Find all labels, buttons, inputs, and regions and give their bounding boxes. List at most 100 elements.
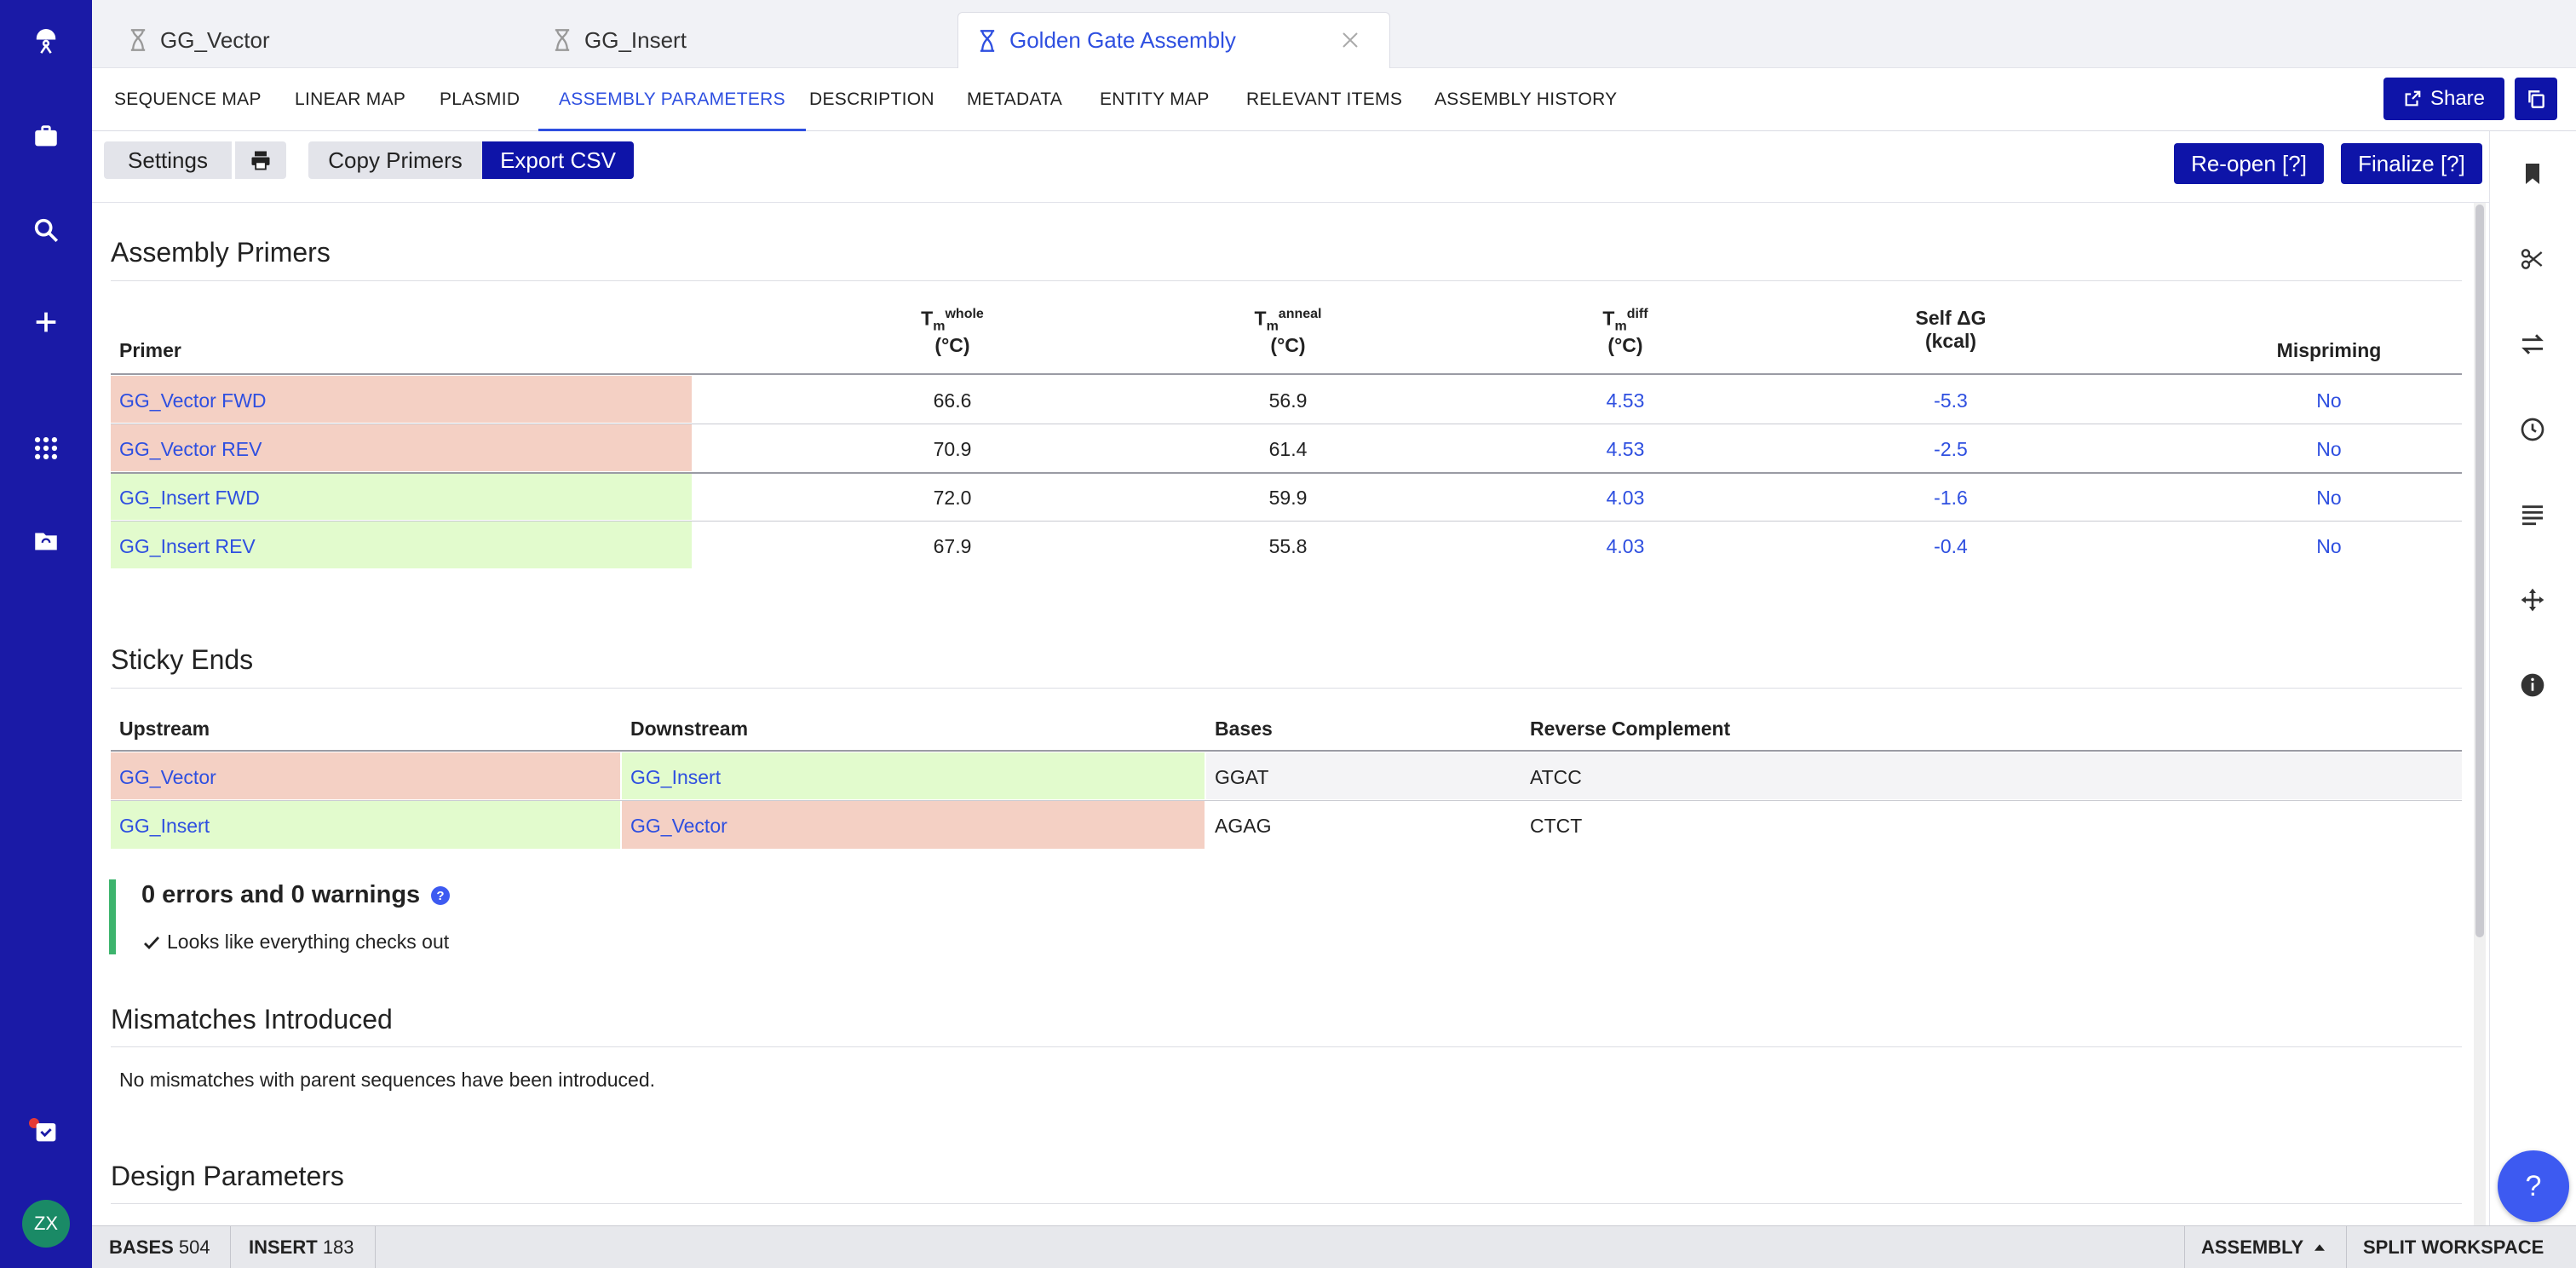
- upstream-link[interactable]: GG_Insert: [119, 815, 210, 837]
- subnav-assembly-history[interactable]: ASSEMBLY HISTORY: [1435, 89, 1618, 109]
- folder-sync-icon[interactable]: [29, 523, 63, 557]
- downstream-cell-highlight: [622, 801, 1205, 849]
- swap-arrows-icon[interactable]: [2519, 331, 2546, 358]
- search-icon[interactable]: [29, 213, 63, 247]
- separator: [2346, 1226, 2347, 1268]
- mispriming-link[interactable]: No: [2316, 389, 2342, 412]
- self-dg-link[interactable]: -2.5: [1934, 438, 1968, 460]
- bases-count: BASES 504: [109, 1236, 210, 1258]
- table-header-line: [111, 750, 2462, 752]
- subnav-assembly-parameters[interactable]: ASSEMBLY PARAMETERS: [538, 68, 806, 131]
- subnav-sequence-map[interactable]: SEQUENCE MAP: [114, 89, 262, 109]
- tm-diff-link[interactable]: 4.53: [1606, 438, 1645, 460]
- tab-label: GG_Vector: [160, 26, 270, 53]
- toolbar: Settings Copy Primers Export CSV Re-open…: [92, 131, 2489, 203]
- reopen-button[interactable]: Re-open [?]: [2174, 143, 2324, 184]
- tab-golden-gate-assembly[interactable]: Golden Gate Assembly: [957, 12, 1390, 68]
- close-icon[interactable]: [1340, 28, 1360, 52]
- share-button[interactable]: Share: [2383, 78, 2504, 120]
- copy-primers-button[interactable]: Copy Primers: [308, 141, 482, 179]
- subnav-linear-map[interactable]: LINEAR MAP: [295, 89, 406, 109]
- briefcase-icon[interactable]: [29, 119, 63, 153]
- info-icon[interactable]: [2519, 671, 2546, 699]
- svg-text:?: ?: [437, 889, 445, 903]
- scrollbar-thumb[interactable]: [2475, 205, 2484, 937]
- subnav-plasmid[interactable]: PLASMID: [440, 89, 520, 109]
- tab-label: GG_Insert: [584, 26, 687, 53]
- primer-row-highlight: [111, 522, 692, 568]
- help-icon[interactable]: ?: [430, 885, 451, 906]
- share-label: Share: [2429, 87, 2486, 110]
- hourglass-icon: [980, 29, 995, 52]
- main-content: Assembly Primers Primer Tmwhole (°C) Tma…: [92, 203, 2474, 1225]
- hourglass-icon: [555, 29, 570, 51]
- col-header-upstream: Upstream: [119, 718, 210, 740]
- upstream-cell-highlight: [111, 752, 620, 799]
- mispriming-link[interactable]: No: [2316, 487, 2342, 509]
- subnav-relevant-items[interactable]: RELEVANT ITEMS: [1246, 89, 1403, 109]
- scissors-icon[interactable]: [2519, 245, 2546, 273]
- primer-name-link[interactable]: GG_Insert FWD: [119, 487, 260, 509]
- move-arrows-icon[interactable]: [2519, 586, 2546, 614]
- primer-name-link[interactable]: GG_Insert REV: [119, 535, 256, 557]
- mismatches-title: Mismatches Introduced: [111, 1004, 393, 1035]
- col-header-tm-diff: Tmdiff (°C): [1602, 307, 1648, 357]
- avatar[interactable]: ZX: [22, 1200, 70, 1248]
- tm-anneal-value: 61.4: [1268, 438, 1308, 460]
- self-dg-link[interactable]: -0.4: [1934, 535, 1968, 557]
- tm-whole-value: 66.6: [933, 389, 972, 412]
- col-header-downstream: Downstream: [630, 718, 749, 740]
- caret-up-icon: [2314, 1244, 2326, 1251]
- tm-whole-value: 67.9: [933, 535, 972, 557]
- tasks-icon[interactable]: [29, 1115, 63, 1149]
- tab-gg-vector[interactable]: GG_Vector: [128, 12, 270, 68]
- separator: [230, 1226, 231, 1268]
- self-dg-link[interactable]: -5.3: [1934, 389, 1968, 412]
- tm-diff-link[interactable]: 4.53: [1606, 389, 1645, 412]
- bases-value: GGAT: [1215, 766, 1269, 788]
- sticky-ends-title: Sticky Ends: [111, 644, 254, 675]
- col-header-tm-whole: Tmwhole (°C): [921, 307, 984, 357]
- col-header-bases: Bases: [1215, 718, 1273, 740]
- copy-button[interactable]: [2515, 78, 2557, 120]
- bases-value: AGAG: [1215, 815, 1272, 837]
- col-header-tm-anneal: Tmanneal (°C): [1254, 307, 1322, 357]
- split-workspace-button[interactable]: SPLIT WORKSPACE: [2363, 1236, 2544, 1258]
- bookmark-icon[interactable]: [2519, 160, 2546, 187]
- subnav-metadata[interactable]: METADATA: [967, 89, 1063, 109]
- app-logo-icon[interactable]: [29, 24, 63, 58]
- downstream-link[interactable]: GG_Insert: [630, 766, 722, 788]
- tab-gg-insert[interactable]: GG_Insert: [552, 12, 687, 68]
- apps-grid-icon[interactable]: [29, 431, 63, 465]
- tm-diff-link[interactable]: 4.03: [1606, 535, 1645, 557]
- text-lines-icon[interactable]: [2519, 501, 2546, 528]
- subnav-description[interactable]: DESCRIPTION: [809, 89, 934, 109]
- primer-name-link[interactable]: GG_Vector FWD: [119, 389, 267, 412]
- export-csv-button[interactable]: Export CSV: [482, 141, 634, 179]
- print-button[interactable]: [235, 141, 286, 179]
- upstream-link[interactable]: GG_Vector: [119, 766, 216, 788]
- status-bar: BASES 504 INSERT 183 ASSEMBLY SPLIT WORK…: [92, 1225, 2576, 1268]
- col-header-mispriming: Mispriming: [2276, 339, 2382, 361]
- clock-icon[interactable]: [2519, 416, 2546, 443]
- help-button[interactable]: ?: [2498, 1150, 2569, 1222]
- finalize-button[interactable]: Finalize [?]: [2341, 143, 2482, 184]
- divider: [111, 280, 2462, 281]
- checkmark-icon: [144, 936, 160, 949]
- col-header-reverse-complement: Reverse Complement: [1530, 718, 1731, 740]
- reverse-complement-value: CTCT: [1530, 815, 1583, 837]
- tab-strip: GG_Vector GG_Insert Golden Gate Assembly: [92, 0, 2576, 68]
- tm-diff-link[interactable]: 4.03: [1606, 487, 1645, 509]
- mispriming-link[interactable]: No: [2316, 438, 2342, 460]
- settings-button[interactable]: Settings: [104, 141, 232, 179]
- assembly-dropdown[interactable]: ASSEMBLY: [2201, 1226, 2327, 1268]
- plus-icon[interactable]: [29, 305, 63, 339]
- tm-anneal-value: 56.9: [1268, 389, 1308, 412]
- tm-whole-value: 72.0: [933, 487, 972, 509]
- mispriming-link[interactable]: No: [2316, 535, 2342, 557]
- primer-name-link[interactable]: GG_Vector REV: [119, 438, 262, 460]
- downstream-link[interactable]: GG_Vector: [630, 815, 727, 837]
- self-dg-link[interactable]: -1.6: [1934, 487, 1968, 509]
- table-header-line: [111, 373, 2462, 375]
- subnav-entity-map[interactable]: ENTITY MAP: [1100, 89, 1210, 109]
